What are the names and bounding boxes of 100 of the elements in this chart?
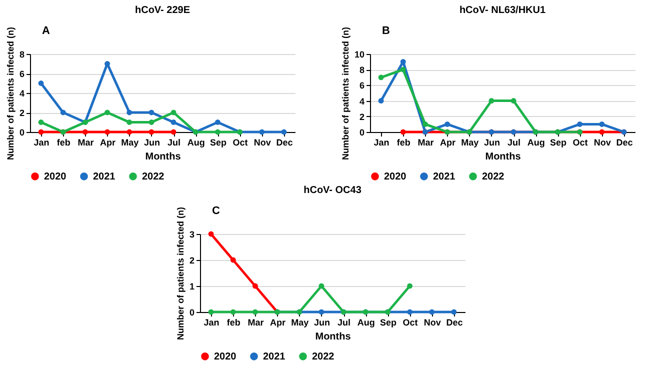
point (170, 110, 176, 116)
point (126, 110, 132, 116)
point (444, 121, 450, 127)
y-tick-label: 6 (19, 69, 24, 79)
x-tick-label: Aug (527, 138, 545, 148)
point (170, 120, 176, 125)
legend-label: 2020 (44, 171, 67, 182)
y-tick-label: 4 (19, 88, 24, 98)
point (214, 129, 220, 135)
x-tick-label: Apr (100, 138, 116, 148)
y-tick-label: 2 (19, 108, 24, 118)
x-tick-label: Sep (380, 318, 397, 328)
x-tick-label: Jun (314, 318, 330, 328)
x-tick-label: Dec (276, 138, 293, 148)
point (451, 309, 457, 315)
x-tick-label: Nov (424, 318, 441, 328)
x-tick-label: Jan (374, 138, 390, 148)
x-tick-label: Sep (550, 138, 567, 148)
point (148, 129, 154, 135)
point (60, 110, 66, 116)
x-tick-label: feb (56, 138, 71, 148)
point (208, 309, 214, 315)
point (252, 283, 258, 289)
x-tick-label: Mar (78, 138, 94, 148)
point (252, 309, 258, 315)
point (422, 121, 428, 127)
x-tick-label: Apr (270, 318, 286, 328)
point (488, 98, 494, 104)
point (577, 121, 583, 127)
y-tick-label: 2 (189, 256, 194, 266)
x-tick-label: Nov (254, 138, 271, 148)
point (281, 129, 287, 135)
point (407, 309, 413, 315)
x-tick-label: Aug (357, 318, 375, 328)
y-tick-label: 3 (189, 230, 194, 240)
x-axis-title: Months (485, 152, 522, 162)
y-tick-label: 8 (19, 50, 24, 60)
x-tick-label: May (461, 138, 479, 148)
legend-label: 2020 (214, 351, 237, 362)
point (599, 121, 605, 127)
point (208, 231, 214, 237)
x-tick-label: Jun (484, 138, 500, 148)
x-tick-label: Jul (168, 138, 181, 148)
point (82, 129, 88, 135)
x-tick-label: Jun (144, 138, 160, 148)
point (104, 61, 110, 66)
point (429, 309, 435, 315)
x-tick-label: Oct (402, 318, 418, 328)
point (318, 309, 324, 315)
text: A (42, 25, 50, 37)
x-tick-label: May (121, 138, 139, 148)
x-axis-title: Months (145, 152, 182, 162)
point (230, 309, 236, 315)
y-tick-label: 4 (359, 96, 364, 106)
x-axis-title: Months (315, 332, 352, 342)
x-tick-label: Jan (34, 138, 50, 148)
point (148, 110, 154, 116)
point (170, 129, 176, 135)
x-tick-label: Mar (418, 138, 434, 148)
point (126, 120, 132, 125)
point (148, 120, 154, 125)
x-tick-label: Apr (440, 138, 456, 148)
point (318, 283, 324, 289)
legend-label: 2020 (384, 171, 407, 182)
x-tick-label: Nov (594, 138, 611, 148)
x-tick-label: Dec (446, 318, 463, 328)
point (378, 74, 384, 80)
point (510, 98, 516, 104)
x-tick-label: Aug (187, 138, 205, 148)
point (104, 110, 110, 116)
point (104, 129, 110, 135)
point (378, 98, 384, 104)
x-tick-label: Sep (210, 138, 227, 148)
point (38, 129, 44, 135)
text: C (212, 205, 220, 217)
chart-title: hCoV- OC43 (304, 185, 362, 196)
y-tick-label: 10 (354, 50, 364, 60)
legend-label: 2022 (312, 351, 335, 362)
y-axis-title: Number of patients infected (n) (175, 206, 186, 340)
point (230, 257, 236, 263)
x-tick-label: May (291, 318, 309, 328)
x-tick-label: Mar (248, 318, 264, 328)
y-tick-label: 8 (359, 65, 364, 76)
chart-title: hCoV- 229E (134, 5, 190, 16)
text: B (382, 25, 390, 37)
point (38, 120, 44, 125)
point (214, 120, 220, 125)
legend-label: 2021 (93, 171, 116, 182)
legend-label: 2021 (263, 351, 286, 362)
y-axis-title: Number of patients infected (n) (340, 26, 350, 160)
y-tick-label: 2 (359, 112, 364, 122)
point (599, 129, 605, 135)
y-tick-label: 1 (189, 282, 194, 292)
x-tick-label: Jan (204, 318, 220, 328)
point (400, 129, 406, 135)
legend-label: 2021 (433, 171, 456, 182)
y-tick-label: 0 (189, 308, 194, 318)
y-tick-label: 0 (359, 128, 364, 138)
x-tick-label: Dec (616, 138, 633, 148)
x-tick-label: Jul (338, 318, 351, 328)
